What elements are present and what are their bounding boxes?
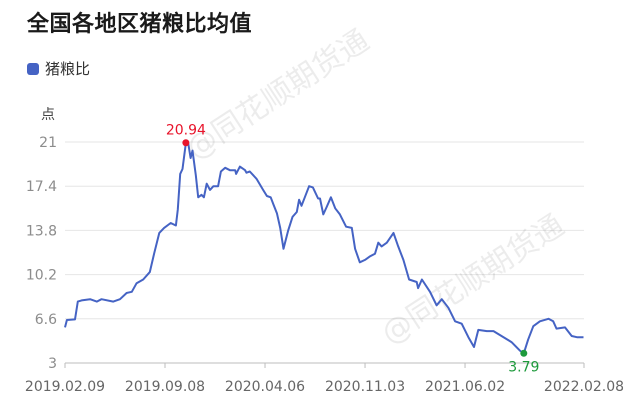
x-tick-label: 2019.02.09 (25, 379, 105, 395)
min-point-marker (520, 349, 528, 357)
watermark: @同花顺期货通 (375, 208, 570, 352)
legend-swatch (27, 62, 39, 75)
max-point-marker (182, 139, 190, 147)
x-tick-label: 2020.04.06 (225, 379, 305, 395)
series-line (64, 141, 584, 355)
max-value-label: 20.94 (166, 123, 206, 139)
annotations: 20.94 3.79 (166, 123, 540, 376)
min-value-label: 3.79 (508, 359, 539, 375)
y-axis: 3 6.6 10.2 13.8 17.4 21 (26, 135, 57, 372)
legend-label: 猪粮比 (45, 60, 91, 78)
x-axis: 2019.02.09 2019.09.08 2020.04.06 2020.11.03… (25, 363, 624, 395)
y-tick-label: 10.2 (26, 268, 57, 284)
y-tick-label: 6.6 (35, 312, 57, 328)
legend-item[interactable]: 猪粮比 (27, 58, 90, 79)
x-tick-label: 2019.09.08 (125, 379, 205, 395)
x-tick-label: 2022.02.08 (544, 379, 624, 395)
x-tick-label: 2021.06.02 (425, 379, 505, 395)
y-tick-label: 17.4 (26, 179, 57, 195)
y-axis-unit: 点 (41, 107, 55, 123)
y-tick-label: 3 (48, 356, 57, 372)
chart-title: 全国各地区猪粮比均值 (27, 12, 253, 37)
watermark: @同花顺期货通 (180, 23, 375, 167)
y-tick-label: 21 (39, 135, 57, 151)
y-tick-label: 13.8 (26, 223, 57, 239)
grid (65, 141, 584, 364)
x-tick-label: 2020.11.03 (325, 379, 405, 395)
